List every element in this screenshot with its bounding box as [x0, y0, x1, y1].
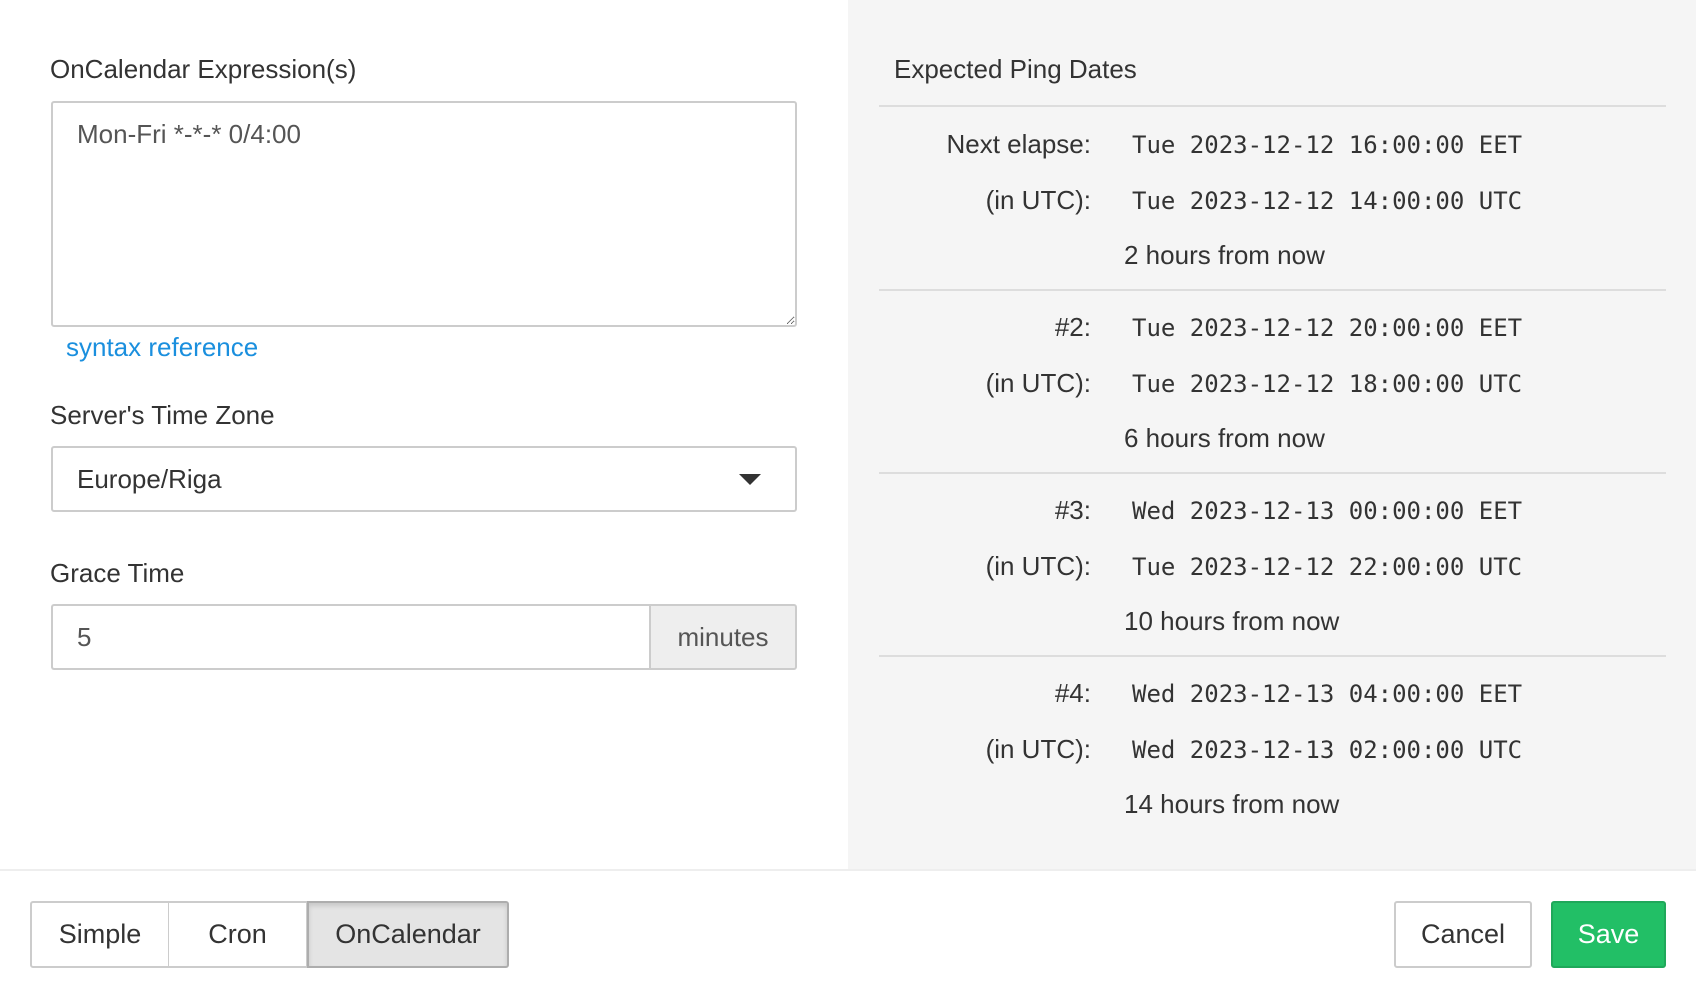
- preview-title: Expected Ping Dates: [894, 54, 1137, 84]
- entry-relative: 10 hours from now: [1124, 606, 1340, 636]
- save-button[interactable]: Save: [1551, 901, 1666, 968]
- entry-local-time: Tue 2023-12-12 16:00:00 EET: [1132, 131, 1523, 159]
- mode-simple-button[interactable]: Simple: [30, 901, 170, 968]
- syntax-reference-link[interactable]: syntax reference: [66, 332, 259, 362]
- entry-label: #3:: [1054, 495, 1091, 525]
- divider: [879, 105, 1666, 107]
- entry-utc-label: (in UTC):: [985, 734, 1091, 764]
- timezone-select[interactable]: Europe/Riga: [51, 446, 797, 512]
- entry-utc-label: (in UTC):: [985, 368, 1091, 398]
- expression-textarea[interactable]: Mon-Fri *-*-* 0/4:00: [51, 101, 797, 327]
- footer-divider: [0, 869, 1696, 871]
- grace-label: Grace Time: [50, 558, 185, 588]
- entry-utc-time: Wed 2023-12-13 02:00:00 UTC: [1132, 736, 1523, 764]
- entry-local-time: Wed 2023-12-13 04:00:00 EET: [1132, 680, 1523, 708]
- entry-utc-label: (in UTC):: [985, 185, 1091, 215]
- divider: [879, 655, 1666, 657]
- expression-label: OnCalendar Expression(s): [50, 54, 357, 84]
- divider: [879, 289, 1666, 291]
- entry-label: Next elapse:: [946, 129, 1091, 159]
- timezone-value: Europe/Riga: [77, 463, 222, 494]
- timezone-label: Server's Time Zone: [50, 400, 275, 430]
- divider: [879, 472, 1666, 474]
- entry-local-time: Tue 2023-12-12 20:00:00 EET: [1132, 314, 1523, 342]
- entry-utc-time: Tue 2023-12-12 14:00:00 UTC: [1132, 187, 1523, 215]
- cancel-button[interactable]: Cancel: [1394, 901, 1532, 968]
- grace-input[interactable]: [51, 604, 650, 670]
- entry-relative: 14 hours from now: [1124, 789, 1340, 819]
- entry-label: #2:: [1054, 312, 1091, 342]
- entry-utc-label: (in UTC):: [985, 551, 1091, 581]
- entry-label: #4:: [1054, 678, 1091, 708]
- mode-cron-button[interactable]: Cron: [168, 901, 308, 968]
- entry-utc-time: Tue 2023-12-12 18:00:00 UTC: [1132, 370, 1523, 398]
- grace-unit: minutes: [649, 604, 797, 670]
- preview-panel: [848, 0, 1696, 869]
- entry-relative: 6 hours from now: [1124, 423, 1325, 453]
- entry-utc-time: Tue 2023-12-12 22:00:00 UTC: [1132, 553, 1523, 581]
- entry-relative: 2 hours from now: [1124, 240, 1325, 270]
- mode-oncalendar-button[interactable]: OnCalendar: [307, 901, 509, 968]
- chevron-down-icon: [739, 473, 761, 485]
- entry-local-time: Wed 2023-12-13 00:00:00 EET: [1132, 497, 1523, 525]
